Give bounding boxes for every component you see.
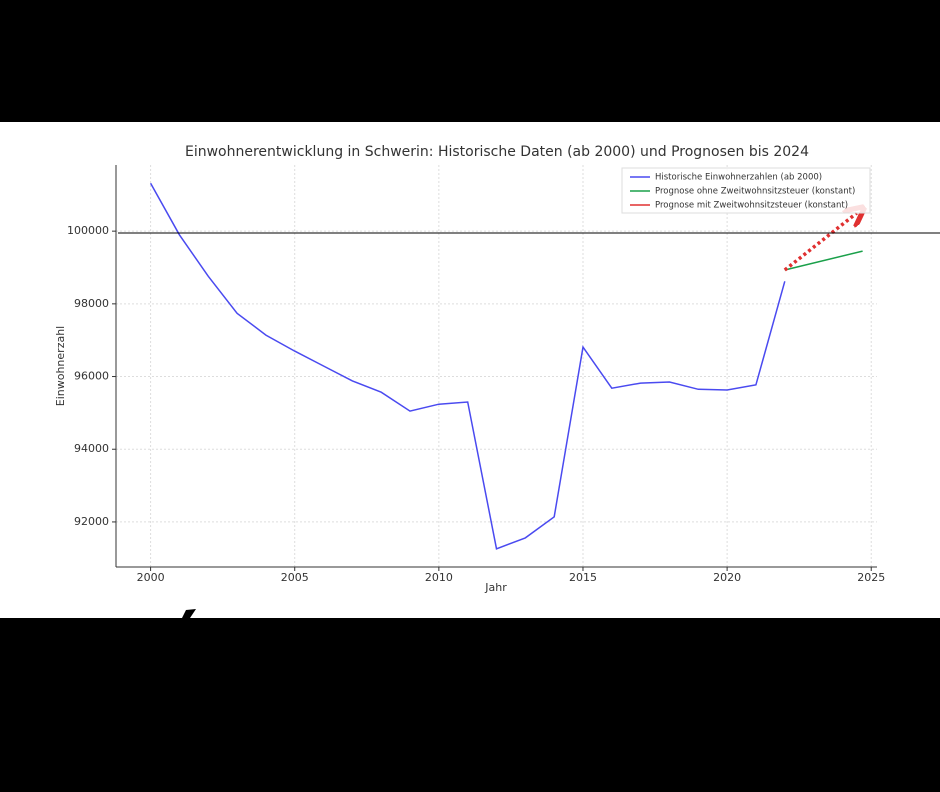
legend-label: Historische Einwohnerzahlen (ab 2000)	[655, 173, 822, 183]
x-axis-label: Jahr	[484, 581, 507, 594]
series-line	[149, 182, 786, 550]
y-tick-label: 100000	[67, 224, 109, 237]
x-tick-label: 2020	[713, 571, 741, 584]
y-tick-label: 92000	[74, 515, 109, 528]
x-tick-label: 2025	[857, 571, 885, 584]
chart-title: Einwohnerentwicklung in Schwerin: Histor…	[185, 144, 809, 160]
grid	[116, 165, 877, 567]
x-tick-label: 2015	[569, 571, 597, 584]
x-tick-label: 2010	[425, 571, 453, 584]
y-tick-label: 96000	[74, 370, 109, 383]
annotation-scribble	[182, 609, 196, 618]
y-tick-label: 94000	[74, 442, 109, 455]
legend-label: Prognose mit Zweitwohnsitzsteuer (konsta…	[655, 201, 848, 211]
legend: Historische Einwohnerzahlen (ab 2000) Pro…	[630, 173, 855, 211]
plot-lines	[149, 182, 863, 550]
x-tick-label: 2005	[281, 571, 309, 584]
series-line	[784, 250, 863, 271]
y-axis-label: Einwohnerzahl	[54, 326, 67, 406]
legend-label: Prognose ohne Zweitwohnsitzsteuer (konst…	[655, 187, 855, 197]
axes: 92000 94000 96000 98000 100000 2000 2005 2010 20…	[67, 165, 885, 584]
x-tick-label: 2000	[137, 571, 165, 584]
y-tick-label: 98000	[74, 297, 109, 310]
legend-box	[621, 167, 871, 214]
